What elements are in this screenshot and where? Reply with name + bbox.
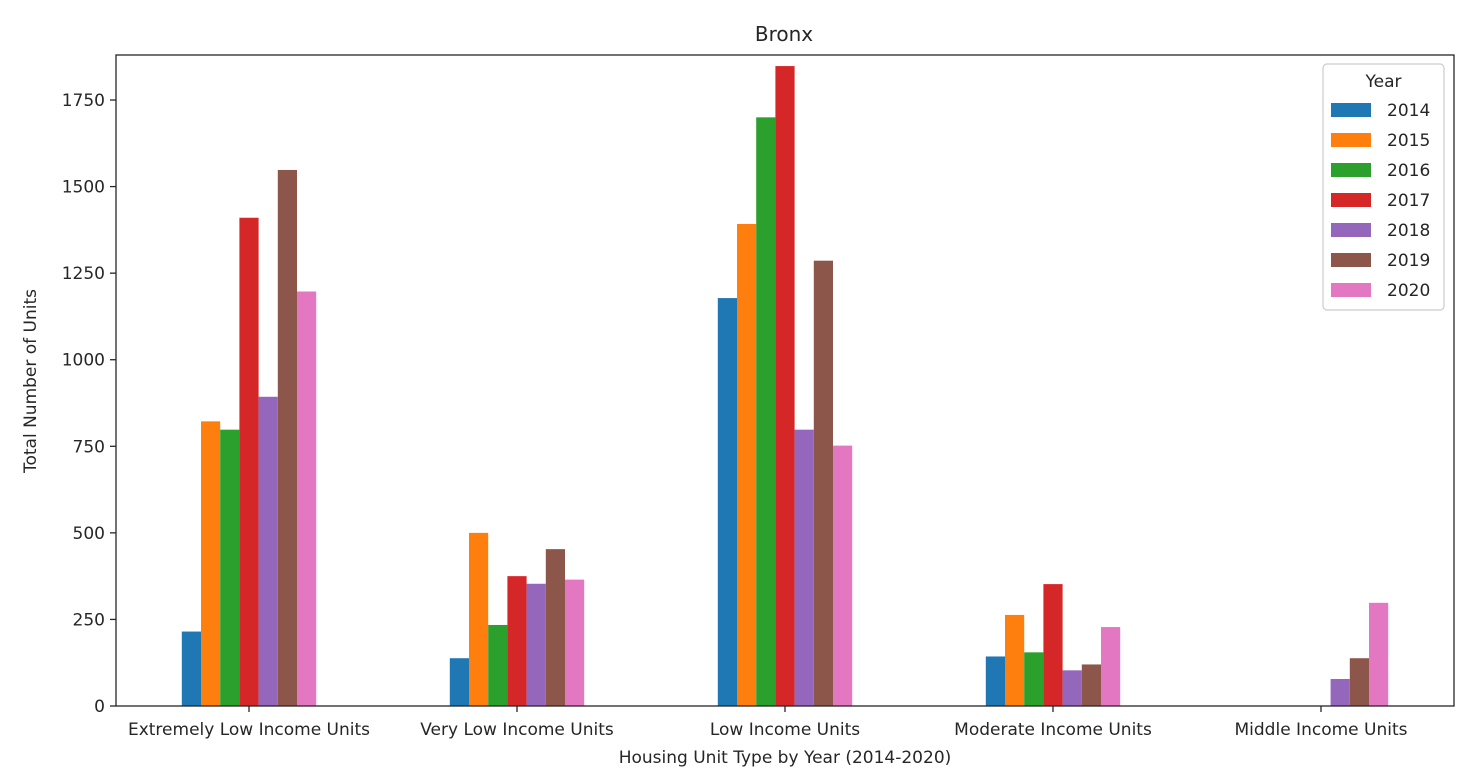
y-tick-label: 1500 bbox=[62, 178, 105, 198]
bar-2016-cat0 bbox=[220, 429, 240, 706]
bar-2014-cat3 bbox=[985, 656, 1005, 706]
legend-label-2016: 2016 bbox=[1387, 161, 1430, 181]
legend-swatch-2018 bbox=[1331, 223, 1371, 237]
bar-2018-cat2 bbox=[794, 429, 814, 706]
bar-2014-cat0 bbox=[181, 631, 201, 706]
chart-title: Bronx bbox=[755, 22, 813, 46]
x-tick-label: Very Low Income Units bbox=[420, 720, 614, 740]
bar-2017-cat2 bbox=[775, 66, 795, 706]
bar-2017-cat1 bbox=[507, 576, 527, 706]
bar-2020-cat4 bbox=[1369, 602, 1389, 706]
x-tick-label: Extremely Low Income Units bbox=[128, 720, 370, 740]
bar-2017-cat3 bbox=[1043, 584, 1063, 706]
y-axis: 0 250 500 750 1000 1250 1500 1750 bbox=[62, 91, 116, 717]
bar-2016-cat3 bbox=[1024, 652, 1044, 706]
bar-2020-cat3 bbox=[1101, 627, 1121, 706]
bar-2018-cat4 bbox=[1330, 678, 1350, 706]
legend-label-2020: 2020 bbox=[1387, 281, 1430, 301]
legend-label-2019: 2019 bbox=[1387, 251, 1430, 271]
bar-2020-cat2 bbox=[833, 445, 853, 706]
bar-2015-cat1 bbox=[469, 532, 489, 706]
bar-2016-cat2 bbox=[756, 117, 776, 707]
legend-swatch-2015 bbox=[1331, 133, 1371, 147]
legend-title: Year bbox=[1365, 72, 1402, 92]
y-tick-label: 0 bbox=[94, 697, 105, 717]
legend-label-2017: 2017 bbox=[1387, 191, 1430, 211]
plot-frame bbox=[115, 54, 1455, 707]
legend-swatch-2016 bbox=[1331, 163, 1371, 177]
bar-2019-cat0 bbox=[277, 169, 297, 706]
bar-2015-cat2 bbox=[737, 223, 757, 706]
legend-label-2015: 2015 bbox=[1387, 131, 1430, 151]
bar-2018-cat1 bbox=[526, 583, 546, 706]
bar-2015-cat0 bbox=[201, 421, 221, 706]
bar-2020-cat1 bbox=[565, 579, 585, 706]
legend-swatch-2020 bbox=[1331, 283, 1371, 297]
bar-2018-cat3 bbox=[1062, 670, 1082, 706]
x-axis-label: Housing Unit Type by Year (2014-2020) bbox=[619, 748, 952, 768]
y-tick-label: 1750 bbox=[62, 91, 105, 111]
bar-2014-cat1 bbox=[449, 658, 469, 706]
y-tick-label: 1250 bbox=[62, 264, 105, 284]
x-tick-label: Middle Income Units bbox=[1235, 720, 1408, 740]
bar-2019-cat4 bbox=[1349, 658, 1369, 706]
bar-2018-cat0 bbox=[258, 396, 278, 706]
legend-swatch-2019 bbox=[1331, 253, 1371, 267]
y-tick-label: 250 bbox=[73, 610, 105, 630]
x-tick-label: Moderate Income Units bbox=[954, 720, 1152, 740]
bar-2017-cat0 bbox=[239, 217, 259, 706]
legend-box bbox=[1322, 63, 1445, 311]
y-tick-label: 750 bbox=[73, 437, 105, 457]
bar-2019-cat1 bbox=[545, 549, 565, 706]
legend: Year 2014 2015 2016 2017 2018 2019 2020 bbox=[1322, 63, 1445, 311]
bar-2014-cat2 bbox=[717, 298, 737, 706]
bar-2016-cat1 bbox=[488, 624, 508, 706]
legend-swatch-2017 bbox=[1331, 193, 1371, 207]
x-axis: Extremely Low Income Units Very Low Incom… bbox=[128, 706, 1408, 740]
y-tick-label: 500 bbox=[73, 524, 105, 544]
legend-label-2014: 2014 bbox=[1387, 101, 1430, 121]
bar-2020-cat0 bbox=[297, 291, 317, 706]
bar-2019-cat3 bbox=[1081, 664, 1101, 706]
y-tick-label: 1000 bbox=[62, 351, 105, 371]
legend-swatch-2014 bbox=[1331, 103, 1371, 117]
bars-layer bbox=[181, 66, 1389, 707]
y-axis-label: Total Number of Units bbox=[21, 289, 41, 474]
x-tick-label: Low Income Units bbox=[710, 720, 860, 740]
legend-label-2018: 2018 bbox=[1387, 221, 1430, 241]
bar-2015-cat3 bbox=[1005, 614, 1025, 706]
bar-2019-cat2 bbox=[813, 260, 833, 706]
